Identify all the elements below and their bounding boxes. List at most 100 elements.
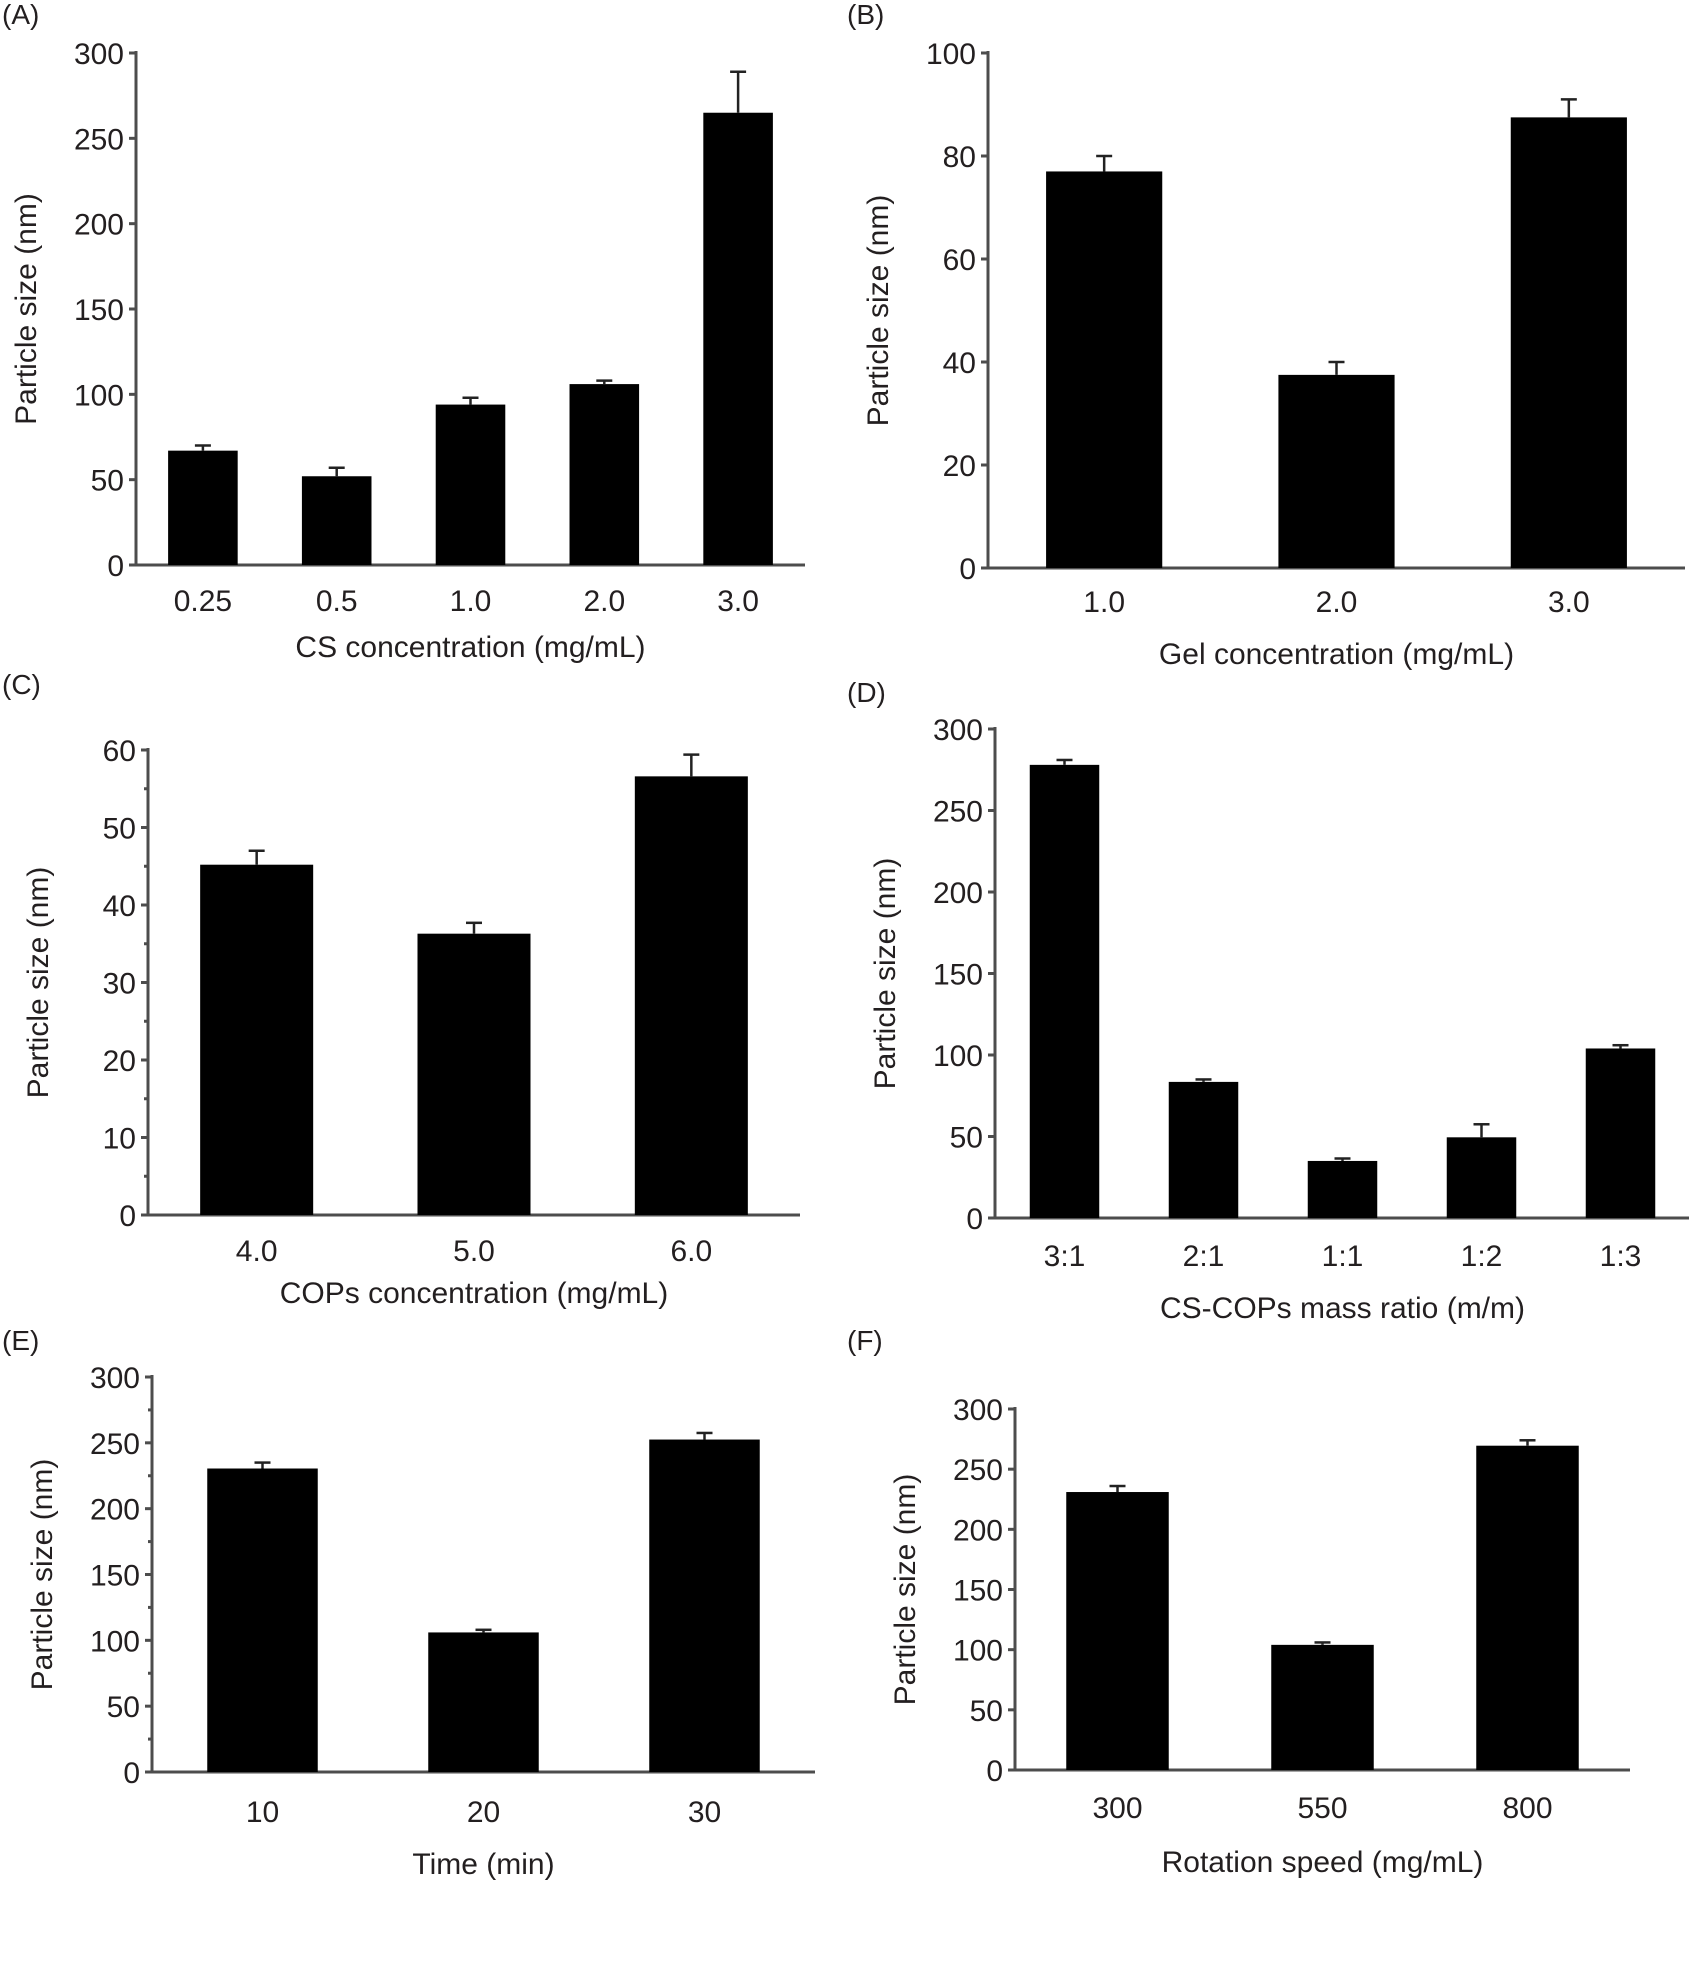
- y-tick-label-d-2: 100: [933, 1040, 983, 1073]
- bar-b-2: [1510, 117, 1627, 568]
- panel-label-c: (C): [2, 669, 41, 700]
- y-tick-label-b-1: 20: [943, 450, 976, 483]
- x-axis-title-c: COPs concentration (mg/mL): [280, 1277, 668, 1310]
- x-tick-label-f-2: 800: [1502, 1792, 1552, 1825]
- x-tick-label-e-2: 30: [688, 1796, 721, 1829]
- y-tick-label-e-4: 200: [90, 1494, 140, 1527]
- y-tick-label-d-5: 250: [933, 796, 983, 829]
- y-tick-label-a-3: 150: [74, 294, 124, 327]
- x-tick-label-d-4: 1:3: [1600, 1240, 1642, 1273]
- y-tick-label-d-4: 200: [933, 877, 983, 910]
- bar-d-2: [1307, 1160, 1378, 1218]
- bar-c-2: [634, 776, 748, 1215]
- chart-f: (F) 0 50 100 150 200 250 300 300 550 800 Rotation s…: [847, 1325, 1630, 1879]
- y-tick-label-a-4: 200: [74, 209, 124, 242]
- x-tick-label-d-0: 3:1: [1044, 1240, 1086, 1273]
- bar-e-1: [428, 1632, 539, 1772]
- y-tick-label-c-2: 20: [103, 1045, 136, 1078]
- y-tick-label-f-0: 0: [986, 1755, 1003, 1788]
- x-tick-label-a-3: 2.0: [583, 585, 625, 618]
- y-tick-label-c-3: 30: [103, 968, 136, 1001]
- y-axis-title-e: Particle size (nm): [26, 1459, 59, 1691]
- x-tick-label-a-0: 0.25: [174, 585, 232, 618]
- y-tick-label-e-2: 100: [90, 1625, 140, 1658]
- bar-a-2: [435, 404, 506, 565]
- bar-e-0: [207, 1468, 318, 1772]
- x-tick-label-c-2: 6.0: [670, 1235, 712, 1268]
- x-tick-label-b-2: 3.0: [1548, 586, 1590, 619]
- bar-e-2: [649, 1439, 760, 1772]
- y-tick-label-f-2: 100: [953, 1635, 1003, 1668]
- bar-d-4: [1585, 1048, 1656, 1218]
- panel-label-f: (F): [847, 1325, 883, 1356]
- x-axis-title-d: CS-COPs mass ratio (m/m): [1160, 1292, 1525, 1325]
- panel-b: (B) 0 20 40 60 80 100 1.0 2.0 3.0 Gel concentratio…: [845, 0, 1689, 671]
- y-tick-label-a-1: 50: [91, 465, 124, 498]
- bar-a-4: [703, 112, 773, 565]
- y-tick-label-f-3: 150: [953, 1575, 1003, 1608]
- y-axis-title-d: Particle size (nm): [869, 858, 902, 1090]
- y-tick-label-e-3: 150: [90, 1560, 140, 1593]
- y-tick-label-f-1: 50: [970, 1695, 1003, 1728]
- x-tick-label-d-2: 1:1: [1322, 1240, 1364, 1273]
- x-tick-label-d-1: 2:1: [1183, 1240, 1225, 1273]
- x-tick-label-f-1: 550: [1297, 1792, 1347, 1825]
- x-tick-label-d-3: 1:2: [1461, 1240, 1503, 1273]
- x-tick-label-c-0: 4.0: [236, 1235, 278, 1268]
- x-axis-title-a: CS concentration (mg/mL): [295, 631, 645, 664]
- y-tick-label-d-0: 0: [966, 1203, 983, 1236]
- bar-b-0: [1046, 171, 1163, 568]
- panel-label-b: (B): [847, 0, 884, 30]
- x-tick-label-c-1: 5.0: [453, 1235, 495, 1268]
- bar-d-3: [1446, 1137, 1517, 1218]
- chart-b: (B) 0 20 40 60 80 100 1.0 2.0 3.0 Gel concentratio…: [847, 0, 1685, 671]
- y-tick-label-a-5: 250: [74, 123, 124, 156]
- x-tick-label-e-1: 20: [467, 1796, 500, 1829]
- y-tick-label-a-2: 100: [74, 379, 124, 412]
- y-tick-label-b-5: 100: [926, 38, 976, 71]
- panel-a: (A) 0 50 100 150 200 250 300 0.25 0.5 1.0 2.0 3.0 CS …: [0, 0, 840, 664]
- bar-f-0: [1066, 1492, 1169, 1770]
- bar-a-3: [569, 384, 640, 565]
- chart-a: (A) 0 50 100 150 200 250 300 0.25 0.5 1.0 2.0 3.0 CS …: [2, 0, 805, 664]
- y-tick-label-f-5: 250: [953, 1454, 1003, 1487]
- y-tick-label-e-0: 0: [123, 1757, 140, 1790]
- y-tick-label-c-6: 60: [103, 735, 136, 768]
- x-tick-label-a-1: 0.5: [316, 585, 358, 618]
- y-tick-label-f-4: 200: [953, 1514, 1003, 1547]
- x-axis-title-e: Time (min): [412, 1848, 554, 1881]
- x-axis-title-f: Rotation speed (mg/mL): [1162, 1846, 1484, 1879]
- y-tick-label-e-6: 300: [90, 1362, 140, 1395]
- x-tick-label-e-0: 10: [246, 1796, 279, 1829]
- bar-c-0: [200, 864, 314, 1215]
- bar-a-0: [168, 450, 238, 565]
- panel-e: (E) 0 50 100 150 200 250 300 10 20 30 Time (min) Par…: [0, 1325, 840, 1971]
- x-axis-title-b: Gel concentration (mg/mL): [1159, 638, 1514, 671]
- bar-a-1: [301, 476, 372, 565]
- panel-c: (C) 0 10 20 30 40 50 60 4.0 5.0 6.0 COPs concentrat…: [0, 669, 840, 1320]
- y-axis-title-a: Particle size (nm): [10, 193, 43, 425]
- y-tick-label-d-1: 50: [950, 1122, 983, 1155]
- y-tick-label-c-1: 10: [103, 1123, 136, 1156]
- y-axis-title-b: Particle size (nm): [862, 195, 895, 427]
- bar-c-1: [417, 933, 531, 1215]
- y-tick-label-e-5: 250: [90, 1428, 140, 1461]
- y-tick-label-c-5: 50: [103, 813, 136, 846]
- x-tick-label-b-0: 1.0: [1083, 586, 1125, 619]
- chart-d: (D) 0 50 100 150 200 250 300 3:1 2:1 1:1 1:2 1:3 CS-C…: [847, 677, 1689, 1325]
- bar-f-2: [1476, 1445, 1579, 1770]
- y-tick-label-a-6: 300: [74, 38, 124, 71]
- y-tick-label-c-4: 40: [103, 890, 136, 923]
- y-tick-label-b-2: 40: [943, 347, 976, 380]
- y-tick-label-a-0: 0: [107, 550, 124, 583]
- y-tick-label-b-3: 60: [943, 244, 976, 277]
- x-tick-label-a-2: 1.0: [450, 585, 492, 618]
- y-axis-title-c: Particle size (nm): [22, 867, 55, 1099]
- bar-d-0: [1029, 764, 1100, 1218]
- x-tick-label-f-0: 300: [1092, 1792, 1142, 1825]
- y-tick-label-d-6: 300: [933, 714, 983, 747]
- y-tick-label-e-1: 50: [107, 1691, 140, 1724]
- y-tick-label-f-6: 300: [953, 1394, 1003, 1427]
- y-axis-title-f: Particle size (nm): [889, 1474, 922, 1706]
